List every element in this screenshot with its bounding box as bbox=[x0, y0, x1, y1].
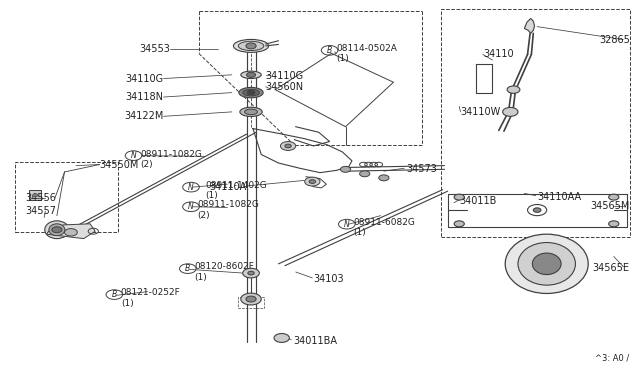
Text: 34556: 34556 bbox=[25, 193, 56, 203]
Text: 34122M: 34122M bbox=[124, 111, 164, 121]
Text: 34550M: 34550M bbox=[100, 160, 139, 170]
Text: B: B bbox=[327, 46, 332, 55]
Circle shape bbox=[507, 86, 520, 93]
Text: 08114-0502A
(1): 08114-0502A (1) bbox=[336, 44, 397, 63]
Circle shape bbox=[246, 72, 255, 77]
Circle shape bbox=[454, 221, 465, 227]
Circle shape bbox=[533, 208, 541, 212]
Circle shape bbox=[280, 141, 296, 150]
Ellipse shape bbox=[532, 253, 561, 275]
Text: 08911-1082G
(2): 08911-1082G (2) bbox=[140, 150, 202, 169]
Ellipse shape bbox=[45, 221, 69, 238]
Circle shape bbox=[241, 293, 261, 305]
Circle shape bbox=[609, 194, 619, 200]
Polygon shape bbox=[524, 19, 534, 33]
Ellipse shape bbox=[238, 41, 264, 51]
Circle shape bbox=[609, 221, 619, 227]
Text: 08911-1402G
(1): 08911-1402G (1) bbox=[205, 181, 267, 200]
Text: B: B bbox=[185, 264, 191, 273]
Text: 34118N: 34118N bbox=[125, 92, 164, 102]
Circle shape bbox=[274, 334, 289, 342]
Ellipse shape bbox=[243, 89, 259, 96]
Text: 08911-6082G
(1): 08911-6082G (1) bbox=[353, 218, 415, 237]
Text: 34573: 34573 bbox=[406, 164, 437, 174]
Text: 34011BA: 34011BA bbox=[293, 336, 337, 346]
Text: 34110W: 34110W bbox=[461, 107, 500, 117]
Circle shape bbox=[309, 180, 316, 183]
Ellipse shape bbox=[239, 87, 263, 98]
Circle shape bbox=[340, 166, 351, 172]
Ellipse shape bbox=[241, 71, 261, 78]
Text: 34110: 34110 bbox=[483, 49, 513, 60]
Circle shape bbox=[502, 108, 518, 116]
Circle shape bbox=[248, 271, 254, 275]
Ellipse shape bbox=[244, 109, 257, 115]
Text: 34565E: 34565E bbox=[593, 263, 630, 273]
Circle shape bbox=[247, 90, 255, 95]
Circle shape bbox=[33, 194, 38, 197]
Text: 08120-8602F
(1): 08120-8602F (1) bbox=[194, 262, 254, 282]
Text: 34557: 34557 bbox=[25, 206, 56, 216]
Circle shape bbox=[52, 227, 62, 233]
Circle shape bbox=[246, 296, 256, 302]
Text: 34560N: 34560N bbox=[266, 82, 304, 92]
Text: N: N bbox=[188, 183, 194, 192]
Text: 32865: 32865 bbox=[599, 35, 630, 45]
Text: B: B bbox=[112, 290, 117, 299]
Text: N: N bbox=[131, 151, 136, 160]
Circle shape bbox=[305, 177, 320, 186]
Bar bbox=[15, 162, 118, 232]
Bar bbox=[29, 190, 41, 200]
Text: ^3: A0 /: ^3: A0 / bbox=[595, 354, 630, 363]
Text: 08121-0252F
(1): 08121-0252F (1) bbox=[121, 288, 180, 308]
Text: 34553: 34553 bbox=[139, 44, 170, 54]
Text: 34103: 34103 bbox=[314, 275, 344, 284]
Polygon shape bbox=[47, 224, 95, 238]
Text: 34110A: 34110A bbox=[209, 182, 246, 192]
Text: 34110AA: 34110AA bbox=[537, 192, 581, 202]
Ellipse shape bbox=[49, 224, 65, 235]
Ellipse shape bbox=[234, 39, 269, 52]
Ellipse shape bbox=[240, 107, 262, 116]
Circle shape bbox=[243, 268, 259, 278]
Circle shape bbox=[454, 194, 465, 200]
Text: 34565M: 34565M bbox=[590, 201, 630, 211]
Circle shape bbox=[65, 229, 77, 236]
Text: N: N bbox=[188, 202, 194, 211]
Text: 34011B: 34011B bbox=[460, 196, 497, 206]
Circle shape bbox=[360, 171, 370, 177]
Text: 34110G: 34110G bbox=[266, 71, 304, 81]
Circle shape bbox=[285, 144, 291, 148]
Bar bbox=[442, 9, 630, 237]
Text: 34110G: 34110G bbox=[125, 74, 164, 84]
Circle shape bbox=[246, 43, 256, 49]
Ellipse shape bbox=[505, 234, 588, 294]
Text: N: N bbox=[344, 220, 349, 229]
Text: 08911-1082G
(2): 08911-1082G (2) bbox=[197, 201, 259, 220]
Bar bbox=[238, 297, 264, 308]
Circle shape bbox=[379, 175, 389, 181]
Ellipse shape bbox=[518, 243, 575, 285]
